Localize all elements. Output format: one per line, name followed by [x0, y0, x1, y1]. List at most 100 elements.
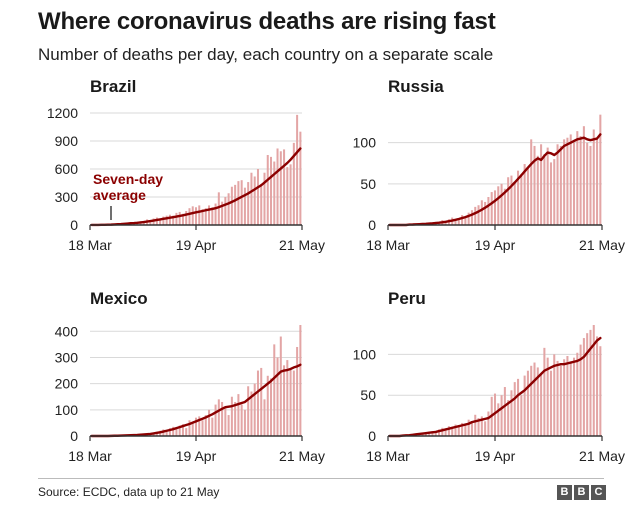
bar — [500, 395, 503, 436]
bar — [194, 417, 198, 436]
bar — [198, 416, 201, 436]
chart-panel: Brazil 0 300 600 900 1200 18 Mar 19 Apr 21 May Se… — [47, 77, 325, 253]
bar — [490, 192, 493, 225]
bar — [599, 114, 602, 225]
bar — [510, 390, 513, 436]
bar — [175, 428, 178, 436]
bbc-logo: B B C — [557, 485, 606, 500]
bar — [484, 421, 487, 436]
bar — [224, 197, 227, 225]
bar — [500, 183, 503, 225]
bar — [296, 346, 299, 436]
x-tick-label: 21 May — [579, 237, 625, 253]
bbc-logo-letter: B — [557, 485, 572, 500]
x-tick-label: 19 Apr — [176, 237, 217, 253]
bar — [149, 220, 152, 225]
bar — [536, 155, 539, 225]
bar — [217, 192, 220, 225]
bar — [208, 409, 211, 436]
bar — [188, 420, 191, 436]
bar — [247, 386, 250, 436]
bar — [431, 431, 434, 436]
bar — [586, 333, 589, 436]
bar — [289, 164, 292, 225]
bar — [507, 177, 510, 225]
bar — [279, 336, 282, 436]
bar — [533, 362, 536, 436]
bar — [421, 434, 424, 436]
bar — [556, 144, 559, 225]
bar — [447, 426, 450, 436]
bar — [474, 206, 477, 225]
bar — [556, 360, 559, 436]
y-tick-label: 50 — [360, 387, 376, 403]
bar — [503, 387, 506, 436]
seven-day-average-line — [388, 133, 602, 227]
bar — [553, 354, 556, 436]
bar — [454, 220, 457, 225]
bar — [283, 149, 286, 225]
y-tick-label: 0 — [70, 428, 78, 444]
bar — [566, 356, 569, 436]
bar — [497, 186, 500, 225]
bar — [204, 415, 207, 436]
bar — [536, 367, 539, 436]
bar — [572, 357, 576, 436]
bar — [579, 344, 582, 436]
bar — [240, 404, 243, 436]
bar — [563, 359, 566, 436]
bar — [454, 424, 457, 436]
bar — [175, 212, 178, 225]
chart-title: Where coronavirus deaths are rising fast — [38, 8, 496, 35]
bar — [289, 367, 292, 436]
bar — [559, 145, 562, 225]
bar — [546, 357, 549, 436]
bar — [589, 329, 592, 436]
bar — [517, 170, 520, 225]
bar — [467, 212, 470, 225]
bar — [273, 161, 276, 225]
bar — [540, 144, 543, 225]
bar — [194, 207, 198, 225]
bar — [477, 205, 480, 225]
bar — [165, 430, 168, 436]
bar — [299, 131, 302, 225]
bar — [198, 205, 201, 225]
bar — [543, 347, 546, 436]
bar — [243, 409, 246, 436]
bar — [467, 419, 470, 436]
bar — [181, 213, 184, 225]
y-tick-label: 900 — [55, 133, 79, 149]
y-tick-label: 50 — [360, 176, 376, 192]
bar — [227, 193, 230, 225]
x-tick-label: 19 Apr — [176, 448, 217, 464]
bar — [201, 209, 204, 225]
y-tick-label: 0 — [70, 217, 78, 233]
x-tick-label: 19 Apr — [475, 448, 516, 464]
bar — [201, 420, 204, 436]
bar — [464, 216, 467, 225]
bar — [582, 338, 585, 436]
bar — [586, 142, 589, 225]
bar — [497, 403, 500, 436]
y-tick-label: 300 — [55, 189, 79, 205]
bar — [204, 208, 207, 225]
x-tick-label: 19 Apr — [475, 237, 516, 253]
bar — [155, 217, 158, 225]
bar — [530, 365, 533, 436]
bar — [569, 362, 572, 436]
bar — [438, 429, 441, 436]
bar — [247, 182, 250, 225]
bar — [214, 203, 217, 225]
bar — [461, 215, 464, 225]
bar — [441, 427, 444, 436]
bar — [533, 145, 536, 225]
bar — [582, 126, 585, 225]
bar — [172, 215, 175, 225]
bar — [599, 346, 602, 436]
bar — [470, 210, 473, 225]
bar — [155, 432, 158, 436]
bbc-logo-letter: B — [574, 485, 589, 500]
bar — [221, 401, 224, 436]
bar — [457, 427, 460, 436]
